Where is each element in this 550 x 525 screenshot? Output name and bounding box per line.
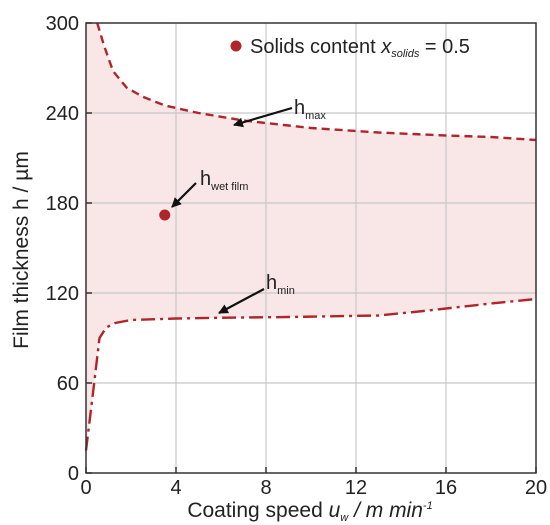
plot-frame [85,22,537,474]
x-tick-label: 4 [170,477,181,499]
y-tick-label: 60 [57,373,79,395]
wet-film-point [159,209,171,221]
x-tick-label: 12 [345,477,367,499]
legend-label: Solids content xsolids = 0.5 [250,36,470,60]
x-tick-label: 16 [435,477,457,499]
annotation-hmax-arrow [233,106,293,128]
annotation-hmin: hmin [218,272,295,314]
annotation-hmin-arrow [218,288,265,314]
axes-layer [85,22,537,474]
legend-marker [230,40,242,52]
grid-layer [86,23,536,473]
feasible-region-layer [86,23,536,451]
x-tick-label: 0 [80,477,91,499]
annotation-hwet: hwet film [171,168,248,208]
x-axis-label: Coating speed uw / m min-1 [187,499,432,524]
y-tick-label: 0 [68,463,79,485]
annotation-hmin-label: hmin [266,272,295,297]
series-h-max [96,22,537,142]
annotation-hmax: hmax [233,97,326,128]
y-tick-label: 180 [46,193,79,215]
legend: Solids content xsolids = 0.5 [230,36,470,60]
y-tick-label: 120 [46,283,79,305]
y-tick-label: 300 [46,13,79,35]
y-axis-label: Film thickness h / µm [10,151,33,349]
feasible-region [86,23,536,451]
series-h-min [84,297,537,451]
x-tick-label: 20 [525,477,547,499]
series-layer [84,22,537,451]
x-tick-label: 8 [260,477,271,499]
y-tick-label: 240 [46,103,79,125]
tick-labels: 0 4 8 12 16 20 0 60 120 180 240 300 [46,13,548,499]
annotation-hmax-label: hmax [294,97,326,122]
annotation-hwet-label: hwet film [200,168,248,193]
annotation-hwet-arrow [171,182,197,208]
